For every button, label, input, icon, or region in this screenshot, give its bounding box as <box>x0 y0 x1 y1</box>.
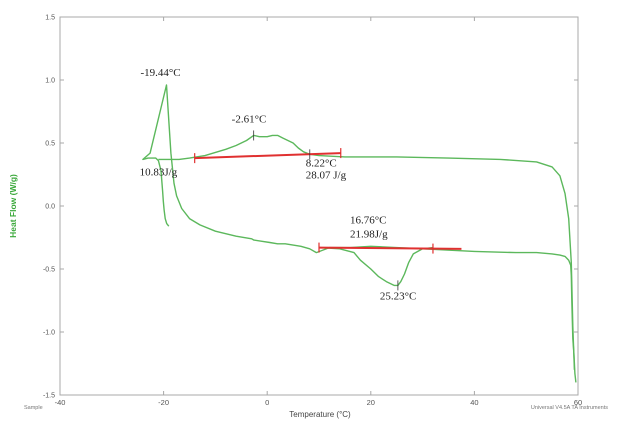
plot-frame <box>59 16 579 396</box>
y-tick-label: -1.0 <box>43 330 55 337</box>
x-axis-ticks: -40 -20 0 20 40 60 <box>55 17 582 407</box>
x-axis-label: Temperature (°C) <box>289 410 351 419</box>
heat-flow-curve-3 <box>318 246 434 287</box>
annotation-label: -19.44°C <box>141 67 181 79</box>
x-tick-label: 0 <box>265 398 269 407</box>
x-tick-label: -40 <box>55 398 66 407</box>
y-tick-label: -0.5 <box>43 267 55 274</box>
annotation-label: 10.83J/g <box>140 166 178 178</box>
integration-baseline-2 <box>318 246 462 250</box>
heat-flow-curve-1 <box>142 84 577 383</box>
annotation-label: 16.76°C <box>350 215 387 227</box>
heat-flow-curve-2 <box>158 134 576 370</box>
y-tick-label: 0.5 <box>45 141 55 148</box>
peak-annotations: -19.44°C -2.61°C 8.22°C28.07 J/g 10.83J/g 16… <box>140 67 417 302</box>
y-axis-ticks: 1.5 1.0 0.5 0.0 -0.5 -1.0 -1.5 <box>43 15 578 400</box>
annotation-label: 25.23°C <box>380 290 417 302</box>
integration-baseline-1 <box>194 152 341 160</box>
x-tick-label: -20 <box>158 398 169 407</box>
integration-baselines <box>194 148 462 254</box>
y-axis-label: Heat Flow (W/g) <box>8 174 18 238</box>
annotation-label: 8.22°C <box>306 157 337 169</box>
annotation-label: -2.61°C <box>232 113 267 125</box>
y-tick-label: -1.5 <box>43 393 55 400</box>
annotation-label: 28.07 J/g <box>306 169 347 181</box>
footer-left-text: Sample <box>24 405 43 411</box>
annotation-label: 21.98J/g <box>350 229 388 241</box>
x-tick-label: 40 <box>470 398 478 407</box>
y-tick-label: 1.5 <box>45 15 55 22</box>
y-tick-label: 0.0 <box>45 204 55 211</box>
x-tick-label: 20 <box>367 398 375 407</box>
curves <box>142 84 577 383</box>
y-tick-label: 1.0 <box>45 78 55 85</box>
footer-right-text: Universal V4.5A TA Instruments <box>531 405 608 411</box>
x-tick-label: 60 <box>574 398 582 407</box>
